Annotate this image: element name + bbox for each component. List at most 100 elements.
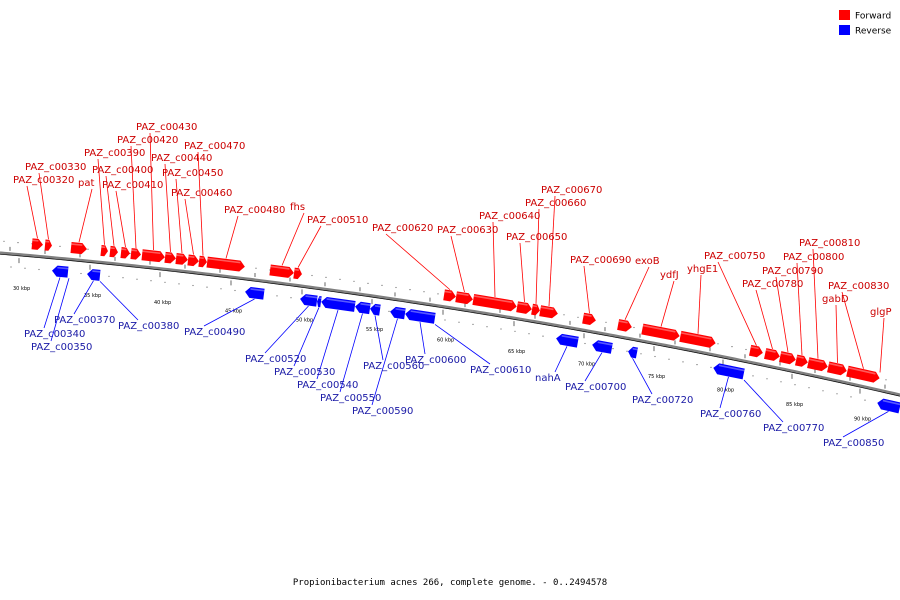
gene-label-paz-c00690: PAZ_c00690	[570, 255, 631, 266]
gene-arrow-paz-c00390	[100, 244, 108, 257]
track-dot	[682, 361, 684, 363]
gene-arrow-paz-c00520	[300, 294, 318, 307]
track-dot	[633, 326, 635, 329]
tick-label-55-kbp: 55 kbp	[366, 327, 383, 333]
gene-arrow-paz-c00470	[198, 255, 207, 268]
track-dot	[59, 245, 61, 247]
track-dot	[542, 335, 544, 337]
track-dot	[731, 346, 733, 348]
gene-arrow-paz-c00420	[130, 248, 141, 260]
tick-label-70-kbp: 70 kbp	[578, 361, 595, 367]
gene-arrow-paz-c00800	[794, 354, 808, 367]
gene-label-paz-c00440: PAZ_c00440	[151, 153, 212, 164]
gene-arrow-paz-c00810	[807, 357, 828, 372]
track-dot	[668, 358, 670, 360]
leader-paz-c00390	[97, 158, 105, 245]
leader-paz-c00690	[583, 265, 590, 314]
track-dot	[10, 266, 12, 268]
track-dot	[108, 275, 110, 277]
tick-label-50-kbp: 50 kbp	[296, 317, 313, 323]
gene-arrow-paz-c00430	[141, 249, 165, 263]
track-dot	[500, 328, 502, 330]
label-leaders	[26, 132, 889, 438]
gene-arrow-fhs	[269, 264, 294, 278]
track-dot	[486, 326, 488, 328]
leader-paz-c00440	[164, 163, 171, 252]
track-dot	[339, 278, 341, 280]
gene-arrow-paz-c00410	[120, 247, 130, 259]
gene-arrow-paz-c00650	[516, 301, 532, 314]
gene-label-paz-c00490: PAZ_c00490	[184, 327, 245, 338]
track-dot	[885, 379, 887, 381]
leader-paz-c00750	[717, 261, 757, 346]
gene-arrow-pat	[70, 242, 87, 255]
track-dot	[584, 342, 586, 345]
gene-arrow-paz-c00320	[31, 238, 43, 250]
gene-label-paz-c00410: PAZ_c00410	[102, 180, 163, 191]
track-dot	[409, 289, 411, 291]
track-dot	[612, 348, 614, 350]
backbone-line	[0, 251, 900, 397]
leader-paz-c00340	[43, 277, 61, 329]
gene-label-paz-c00720: PAZ_c00720	[632, 395, 693, 406]
track-dot	[654, 355, 656, 358]
leader-exob	[624, 266, 650, 320]
track-dot	[255, 267, 257, 269]
leader-paz-c00850	[842, 411, 889, 438]
legend-label-reverse: Reverse	[855, 27, 892, 37]
gene-label-paz-c00650: PAZ_c00650	[506, 232, 567, 243]
leader-paz-c00550	[339, 313, 363, 393]
legend-label-forward: Forward	[855, 12, 891, 22]
gene-arrow-paz-c00720	[628, 346, 638, 359]
leader-paz-c00320	[26, 185, 38, 239]
track-dot	[605, 321, 607, 323]
track-dot	[528, 333, 530, 335]
gene-arrow-paz-c00480	[206, 256, 245, 272]
leader-paz-c00760	[719, 376, 729, 409]
gene-label-paz-c00640: PAZ_c00640	[479, 211, 540, 222]
track-dot	[290, 297, 292, 299]
track-dot	[367, 282, 369, 284]
tick-label-65-kbp: 65 kbp	[508, 349, 525, 355]
gene-arrow-paz-c00590	[390, 306, 406, 320]
leader-paz-c00470	[197, 151, 204, 256]
track-dot	[164, 281, 166, 283]
gene-label-paz-c00750: PAZ_c00750	[704, 251, 765, 262]
gene-arrows	[31, 238, 900, 414]
gene-arrow-paz-c00460	[187, 254, 199, 267]
track-dot	[178, 283, 180, 285]
track-dot	[388, 310, 390, 312]
gene-arrow-paz-c00830	[846, 365, 880, 383]
track-dot	[276, 295, 278, 297]
leader-paz-c00660	[535, 208, 540, 304]
gene-arrow-paz-c00850	[877, 398, 900, 414]
track-dot	[395, 286, 397, 289]
tick-label-85-kbp: 85 kbp	[786, 402, 803, 408]
gene-label-paz-c00560: PAZ_c00560	[363, 361, 424, 372]
leader-paz-c00560	[374, 315, 384, 361]
legend-swatch-forward	[839, 10, 850, 20]
leader-paz-c00790	[775, 276, 789, 353]
track-dot	[206, 286, 208, 288]
track-dot	[717, 343, 719, 345]
gene-label-paz-c00540: PAZ_c00540	[297, 380, 358, 391]
gene-label-paz-c00780: PAZ_c00780	[742, 279, 803, 290]
leader-paz-c00480	[225, 215, 239, 259]
gene-label-paz-c00400: PAZ_c00400	[92, 165, 153, 176]
gene-label-paz-c00430: PAZ_c00430	[136, 122, 197, 133]
leader-paz-c00780	[755, 289, 773, 350]
tick-label-40-kbp: 40 kbp	[154, 300, 171, 306]
track-dot	[514, 330, 516, 332]
tick-label-30-kbp: 30 kbp	[13, 286, 30, 292]
leader-paz-c00330	[38, 172, 49, 240]
gene-label-pat: pat	[78, 178, 94, 189]
track-dot	[38, 268, 40, 271]
gene-label-paz-c00350: PAZ_c00350	[31, 342, 92, 353]
gene-label-paz-c00810: PAZ_c00810	[799, 238, 860, 249]
leader-paz-c00450	[175, 178, 183, 254]
gene-label-exob: exoB	[635, 256, 660, 267]
gene-arrow-paz-c00560	[370, 303, 381, 316]
gene-arrow-paz-c00450	[175, 253, 188, 265]
